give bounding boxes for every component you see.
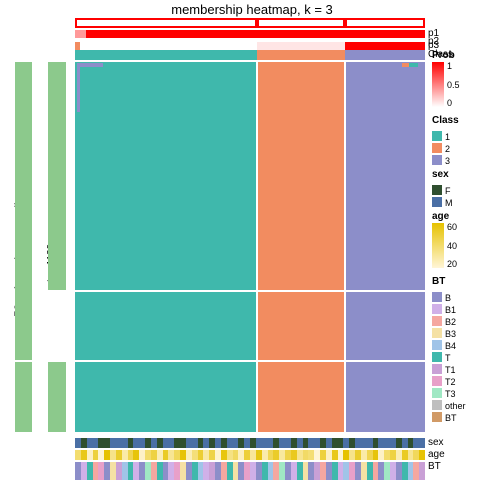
tracklabel-age: age: [428, 449, 445, 460]
legend-class-3: 3: [432, 151, 450, 169]
legend-sex-M: M: [432, 193, 453, 211]
legend-bt-title: BT: [432, 276, 445, 287]
legend-age-title: age: [432, 211, 449, 222]
legend-prob-title: Prob: [432, 50, 455, 61]
chart-title: membership heatmap, k = 3: [0, 2, 504, 17]
legend-bt-BT: BT: [432, 408, 457, 426]
legend-class-title: Class: [432, 115, 459, 126]
legend-prob-gradient: [432, 62, 444, 107]
legend-sex-title: sex: [432, 169, 449, 180]
legend-age-gradient: [432, 223, 444, 268]
tracklabel-sex: sex: [428, 437, 444, 448]
tracklabel-bt: BT: [428, 461, 441, 472]
